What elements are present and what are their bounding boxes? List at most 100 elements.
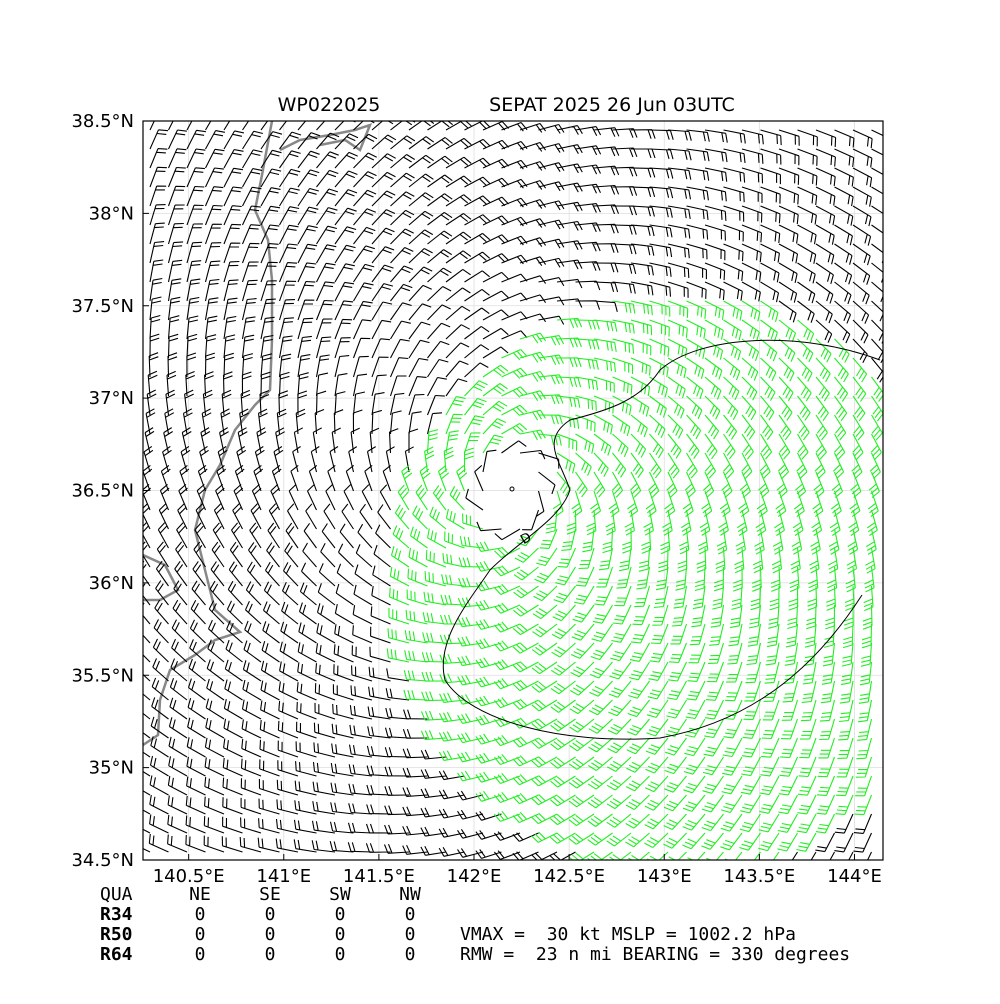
wind-barb [683, 756, 706, 775]
wind-barb [667, 376, 686, 399]
wind-barb [850, 471, 862, 499]
wind-barb [242, 186, 262, 207]
wind-barb [519, 275, 547, 284]
wind-barb [593, 223, 619, 234]
wind-barb [649, 414, 666, 439]
wind-barb [868, 471, 880, 499]
wind-barb [206, 659, 225, 682]
wind-barb [871, 167, 883, 176]
wind-barb [190, 600, 206, 625]
wind-barb [475, 733, 502, 745]
wind-barb [148, 833, 169, 853]
wind-barb [445, 378, 468, 397]
wind-barb [607, 737, 632, 754]
wind-barb [578, 547, 595, 570]
wind-barb [665, 737, 687, 756]
wind-barb [729, 604, 743, 629]
wind-barb [686, 300, 707, 319]
wind-barb [704, 243, 726, 261]
wind-barb [186, 148, 206, 169]
map-body [143, 121, 883, 860]
wind-barb [156, 541, 169, 568]
wind-barb [412, 505, 428, 530]
wind-barb [189, 639, 206, 663]
wind-barb [797, 186, 818, 206]
wind-barb [741, 205, 763, 223]
wind-barb [760, 756, 780, 777]
wind-barb [686, 167, 710, 181]
wind-barb [646, 699, 669, 718]
wind-barb [704, 129, 728, 143]
wind-barb [663, 813, 687, 831]
wind-barb [316, 121, 337, 131]
wind-barb [797, 300, 815, 323]
wind-barb [248, 542, 262, 568]
wind-barb [313, 722, 336, 739]
wind-barb [242, 149, 263, 169]
wind-barb [871, 300, 883, 325]
wind-barb [648, 661, 669, 681]
wind-barb [796, 452, 808, 479]
wind-barb [331, 723, 354, 739]
wind-barb [649, 452, 662, 479]
wind-barb [723, 224, 744, 242]
wind-barb [408, 547, 428, 568]
wind-barb [852, 319, 869, 344]
wind-barb [610, 642, 632, 662]
wind-barb [863, 585, 874, 612]
wind-barb [568, 813, 595, 827]
wind-barb [667, 319, 688, 338]
wind-barb [204, 737, 225, 758]
wind-barb [870, 433, 882, 460]
wind-barb [390, 265, 414, 283]
wind-barb [482, 271, 509, 283]
wind-barb [445, 430, 459, 454]
wind-barb [566, 509, 577, 535]
wind-barb [223, 223, 242, 245]
wind-barb [191, 580, 206, 606]
wind-barb [550, 699, 576, 713]
wind-barb [797, 376, 812, 402]
wind-barb [666, 699, 687, 719]
wind-barb [667, 680, 687, 701]
wind-barb [612, 357, 634, 375]
wind-barb [646, 718, 669, 737]
coastline [279, 122, 373, 152]
wind-barb [723, 376, 740, 401]
wind-barb [512, 774, 539, 786]
wind-barb [315, 299, 334, 321]
wind-barb [777, 813, 798, 833]
wind-barb [143, 580, 151, 606]
wind-barb [427, 286, 452, 302]
wind-barb [316, 603, 336, 625]
wind-barb [297, 169, 320, 188]
wind-barb [310, 446, 320, 473]
wind-barb [371, 338, 390, 359]
wind-barb [311, 840, 336, 853]
wind-barb [839, 680, 854, 704]
wind-barb [593, 471, 606, 498]
wind-barb [260, 187, 281, 207]
wind-barb [669, 642, 688, 664]
wind-barb [207, 639, 225, 663]
wind-barb [815, 433, 827, 460]
wind-barb [427, 358, 449, 378]
wind-barb [385, 707, 410, 720]
wind-barb [260, 680, 280, 701]
wind-barb [464, 157, 491, 169]
wind-barb [778, 395, 793, 421]
wind-barb [445, 360, 469, 378]
wind-barb [241, 739, 262, 758]
wind-barb [519, 351, 546, 363]
wind-barb [630, 433, 647, 458]
x-tick-label: 143.5°E [723, 866, 795, 887]
wind-barb [612, 300, 636, 314]
wind-barb [424, 571, 447, 587]
wind-barb [457, 616, 484, 628]
wind-barb [641, 528, 652, 554]
wind-barb [822, 642, 836, 667]
wind-barb [772, 528, 784, 555]
y-tick-label: 37.5°N [71, 296, 134, 317]
wind-barb [549, 813, 576, 826]
